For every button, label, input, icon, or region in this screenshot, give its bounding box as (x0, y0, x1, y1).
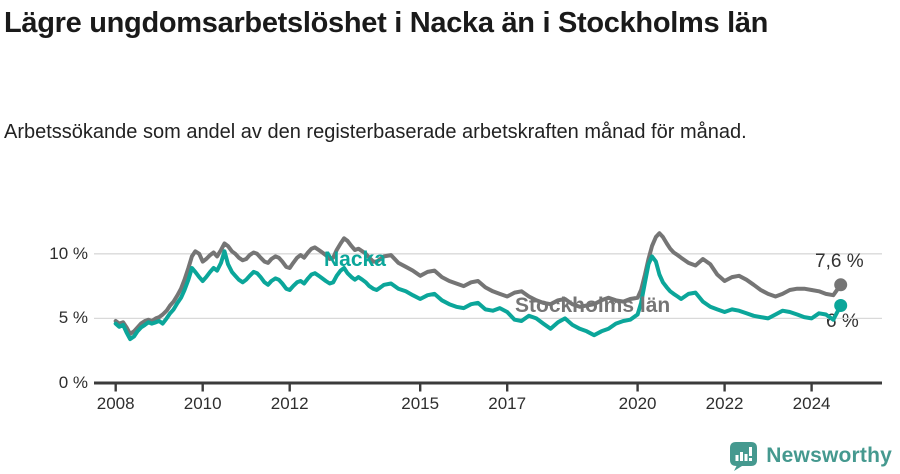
x-tick-2020: 2020 (618, 394, 657, 413)
brand-name: Newsworthy (766, 444, 892, 467)
nacka-end-dot (834, 299, 848, 312)
page-title: Lägre ungdomsarbetslöshet i Nacka än i S… (4, 7, 769, 39)
x-tick-2010: 2010 (183, 394, 222, 413)
speech-bubble-bar-chart-icon (730, 442, 758, 471)
x-tick-2012: 2012 (270, 394, 309, 413)
newsworthy-logo: Newsworthy (729, 440, 892, 472)
x-axis-ticks (114, 384, 813, 392)
x-tick-2015: 2015 (401, 394, 440, 413)
y-tick-0pct: 0 % (58, 373, 88, 392)
stockholm-end-value-label: 7,6 % (815, 251, 864, 272)
x-tick-2017: 2017 (488, 394, 527, 413)
nacka-series-label: Nacka (324, 248, 386, 271)
y-tick-5pct: 5 % (58, 308, 88, 327)
y-tick-10pct: 10 % (49, 244, 88, 263)
chart-subtitle: Arbetssökande som andel av den registerb… (4, 121, 747, 143)
stockholm-line (113, 231, 843, 336)
nacka-line (113, 249, 843, 342)
x-tick-2022: 2022 (705, 394, 744, 413)
stockholm-series-label: Stockholms län (515, 294, 671, 317)
stockholm-end-dot (834, 278, 848, 292)
x-tick-2008: 2008 (96, 394, 135, 413)
x-tick-2024: 2024 (792, 394, 831, 413)
